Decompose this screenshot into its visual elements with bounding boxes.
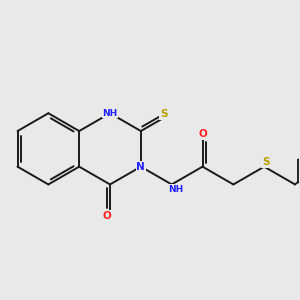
- Text: N: N: [136, 162, 145, 172]
- Text: O: O: [198, 129, 207, 139]
- Text: S: S: [160, 109, 168, 119]
- Text: O: O: [103, 211, 112, 221]
- Text: NH: NH: [102, 109, 118, 118]
- Text: S: S: [262, 157, 270, 167]
- Text: NH: NH: [168, 184, 183, 194]
